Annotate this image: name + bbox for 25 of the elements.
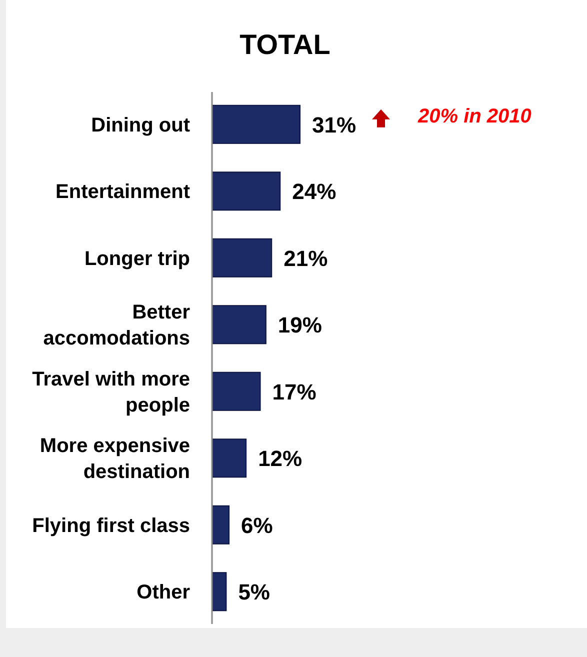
bar <box>212 238 272 278</box>
data-label: 6% <box>241 512 273 538</box>
y-tick-label: Longer trip <box>84 248 190 270</box>
y-tick-label: More expensive destination <box>40 435 190 484</box>
y-tick-label: Better accomodations <box>43 302 190 350</box>
data-label: 12% <box>258 446 302 472</box>
y-tick-label: Dining out <box>91 114 190 136</box>
y-tick-label: Travel with more people <box>32 368 190 416</box>
data-label: 21% <box>284 246 328 271</box>
data-label: 5% <box>238 580 270 605</box>
data-label: 19% <box>278 312 322 338</box>
bar <box>212 172 281 211</box>
bar <box>212 305 266 344</box>
data-label: 24% <box>292 179 336 204</box>
y-tick-label: Entertainment <box>56 181 190 204</box>
data-label: 31% <box>312 112 356 138</box>
y-tick-label: Flying first class <box>32 514 190 537</box>
bar <box>212 505 230 544</box>
bar <box>212 438 247 478</box>
data-label: 17% <box>272 379 316 404</box>
bar <box>212 372 261 411</box>
text: 20% in 2010 <box>417 105 532 128</box>
y-tick-label: Other <box>136 582 190 604</box>
chart-title: TOTAL <box>240 29 330 60</box>
bar <box>212 104 300 144</box>
